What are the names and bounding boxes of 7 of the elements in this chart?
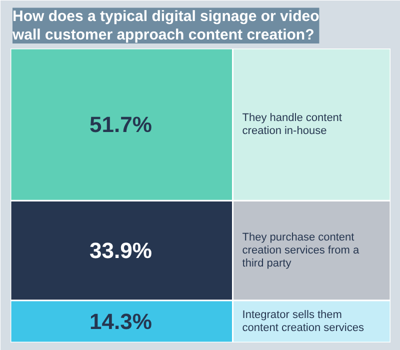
- series-label: They handle content creation in-house: [242, 112, 342, 138]
- series-label: They purchase content creation services from a third party: [242, 231, 360, 270]
- data-label: 33.9%: [90, 238, 152, 264]
- data-label: 14.3%: [90, 308, 152, 334]
- chart-title: How does a typical digital signage or video wall customer approach content creation?: [12, 8, 320, 44]
- data-label: 51.7%: [90, 112, 152, 138]
- series-label: Integrator sells them content creation services: [242, 308, 364, 334]
